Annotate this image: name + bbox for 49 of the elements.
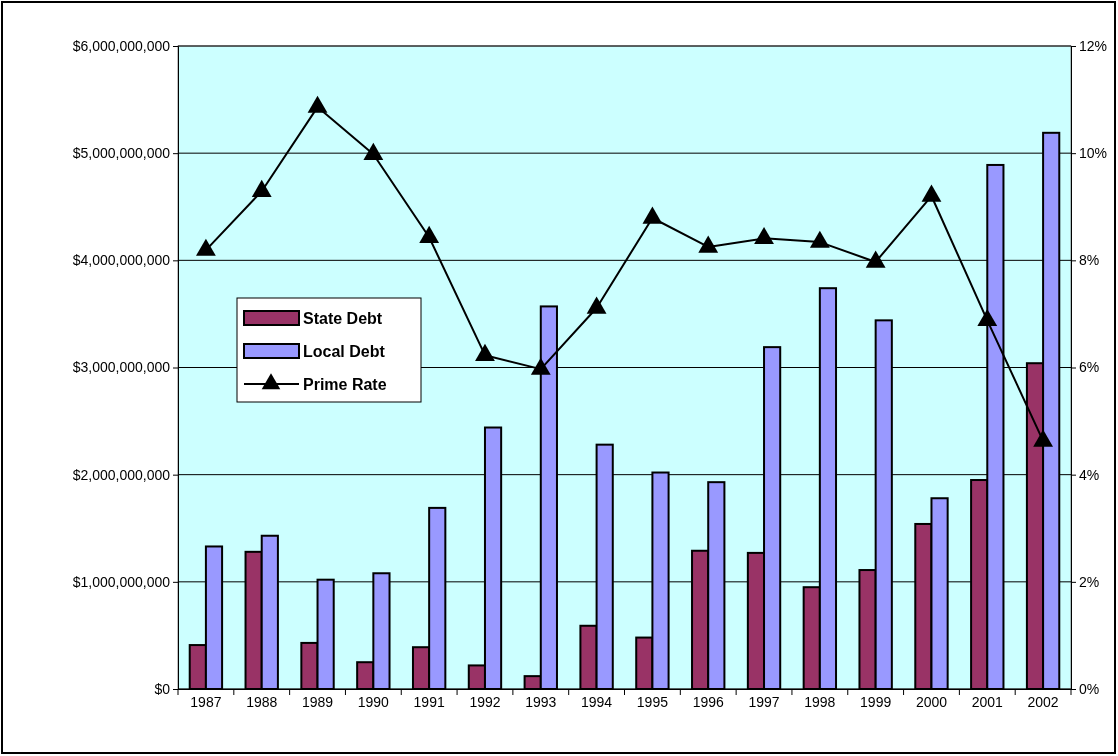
x-tick-label: 1990 [357,694,390,711]
x-tick-label: 1992 [469,694,501,711]
point [586,296,607,314]
x-tick-label: 2002 [1027,694,1059,711]
point [754,226,774,245]
legend-label: Prime Rate [303,376,387,393]
x-tick-label: 1998 [804,694,836,711]
point [1033,429,1053,447]
y-tick-label: $2,000,000,000 [72,466,171,483]
x-tick-label: 2000 [915,694,948,711]
legend-label: Local Debt [303,343,386,360]
x-tick-label: 1987 [190,694,222,711]
y2-tick-label: 2% [1079,573,1100,590]
y2-tick-label: 12% [1079,37,1108,54]
y2-tick-label: 6% [1079,359,1100,376]
point [977,308,998,327]
y2-tick-label: 0% [1079,680,1100,697]
y-tick-label: $6,000,000,000 [72,37,171,54]
y-tick-label: $5,000,000,000 [72,145,171,162]
point [698,235,719,253]
point [475,343,495,361]
point [419,225,440,244]
point [307,95,328,113]
x-tick-label: 1996 [692,694,724,711]
x-tick-label: 1999 [860,694,892,711]
y2-tick-label: 10% [1079,145,1108,162]
y2-tick-label: 4% [1079,466,1100,483]
x-tick-label: 1993 [525,694,557,711]
point [642,206,663,224]
point [196,238,216,256]
point [809,230,830,248]
y-tick-label: $1,000,000,000 [72,573,171,590]
legend-label: State Debt [303,310,383,327]
x-tick-label: 1995 [636,694,669,711]
y-tick-label: $3,000,000,000 [72,359,171,376]
x-tick-label: 1994 [581,694,613,711]
x-tick-label: 1988 [246,694,278,711]
point [865,250,886,268]
y2-tick-label: 8% [1079,252,1100,269]
x-tick-label: 1997 [748,694,780,711]
point [251,179,272,197]
point [921,184,942,202]
x-tick-label: 1989 [301,694,334,711]
y-tick-label: $4,000,000,000 [72,252,171,269]
y-tick-label: $0 [154,680,171,697]
point [363,142,384,160]
point [530,357,551,375]
x-tick-label: 2001 [971,694,1004,711]
x-tick-label: 1991 [413,694,445,711]
